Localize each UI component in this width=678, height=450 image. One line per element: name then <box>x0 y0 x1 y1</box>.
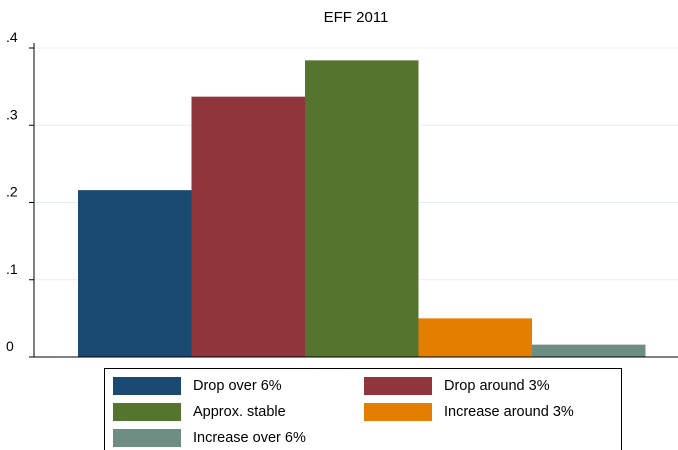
bar <box>418 318 532 357</box>
legend-swatch <box>113 403 181 421</box>
legend-swatch <box>113 429 181 447</box>
bar <box>191 96 305 357</box>
chart-title: EFF 2011 <box>324 9 389 26</box>
legend-item: Drop around 3% <box>364 376 550 396</box>
legend-swatch <box>364 403 432 421</box>
bar <box>532 344 646 357</box>
y-axis-ticks: 0 .1 .2 .3 .4 <box>6 29 34 358</box>
bar-chart: EFF 2011 0 .1 .2 .3 .4 <box>6 9 678 358</box>
legend-item: Increase around 3% <box>364 402 574 422</box>
legend-label: Approx. stable <box>193 404 286 420</box>
legend-label: Increase around 3% <box>444 404 574 420</box>
bars <box>78 60 646 358</box>
y-tick-label: .3 <box>6 106 18 122</box>
y-tick-label: .2 <box>6 184 18 200</box>
y-tick-label: .1 <box>6 261 18 277</box>
legend-item: Approx. stable <box>113 402 286 422</box>
legend-item: Drop over 6% <box>113 376 282 396</box>
legend-item: Increase over 6% <box>113 428 306 448</box>
legend-label: Drop around 3% <box>444 378 550 394</box>
y-tick-label: 0 <box>6 338 14 354</box>
legend-swatch <box>113 377 181 395</box>
legend: Drop over 6% Drop around 3% Approx. stab… <box>104 368 622 450</box>
bar <box>78 190 192 357</box>
legend-label: Drop over 6% <box>193 378 282 394</box>
bar <box>305 60 419 358</box>
y-tick-label: .4 <box>6 29 18 45</box>
legend-swatch <box>364 377 432 395</box>
legend-label: Increase over 6% <box>193 430 306 446</box>
